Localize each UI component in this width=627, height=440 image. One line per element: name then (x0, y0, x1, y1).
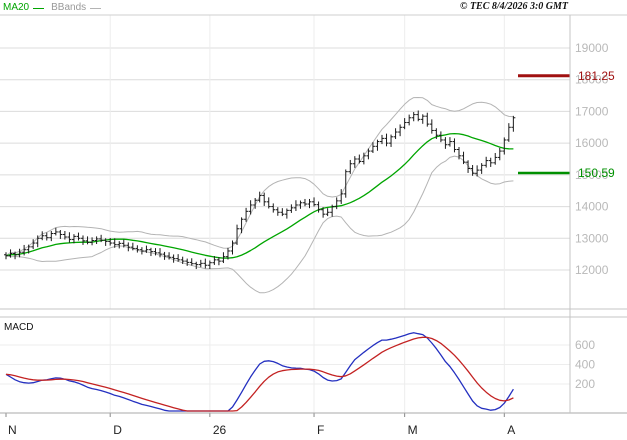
macd-axis-label: 600 (575, 338, 595, 352)
month-label: N (8, 423, 17, 437)
month-label: D (113, 423, 122, 437)
macd-line (5, 332, 514, 412)
macd-axis-label: 200 (575, 377, 595, 391)
price-axis-label: 15000 (575, 168, 609, 182)
macd-signal-line (5, 336, 514, 412)
price-axis-label: 16000 (575, 136, 609, 150)
support-label: 150.59 (578, 166, 615, 180)
bollinger-upper-line (5, 97, 514, 257)
ma20-legend-label: MA20 (3, 2, 30, 13)
price-axis-label: 13000 (575, 231, 609, 245)
resistance-label: 181.25 (578, 69, 615, 83)
month-label: 26 (213, 423, 227, 437)
price-axis-label: 18000 (575, 73, 609, 87)
macd-title: MACD (4, 322, 33, 333)
bbands-legend-swatch (90, 7, 102, 9)
bbands-legend-label: BBands (51, 2, 87, 13)
month-label: F (317, 423, 324, 437)
copyright-text: © TEC 8/4/2026 3:0 GMT (459, 1, 568, 12)
macd-axis-label: 400 (575, 358, 595, 372)
month-label: M (408, 423, 418, 437)
price-axis-label: 17000 (575, 104, 609, 118)
price-axis-label: 14000 (575, 200, 609, 214)
month-label: A (507, 423, 515, 437)
price-axis-label: 19000 (575, 41, 609, 55)
bollinger-lower-line (5, 155, 514, 294)
ma20-legend-swatch (33, 7, 45, 9)
price-axis-label: 12000 (575, 263, 609, 277)
legend: MA20 BBands (3, 2, 108, 15)
